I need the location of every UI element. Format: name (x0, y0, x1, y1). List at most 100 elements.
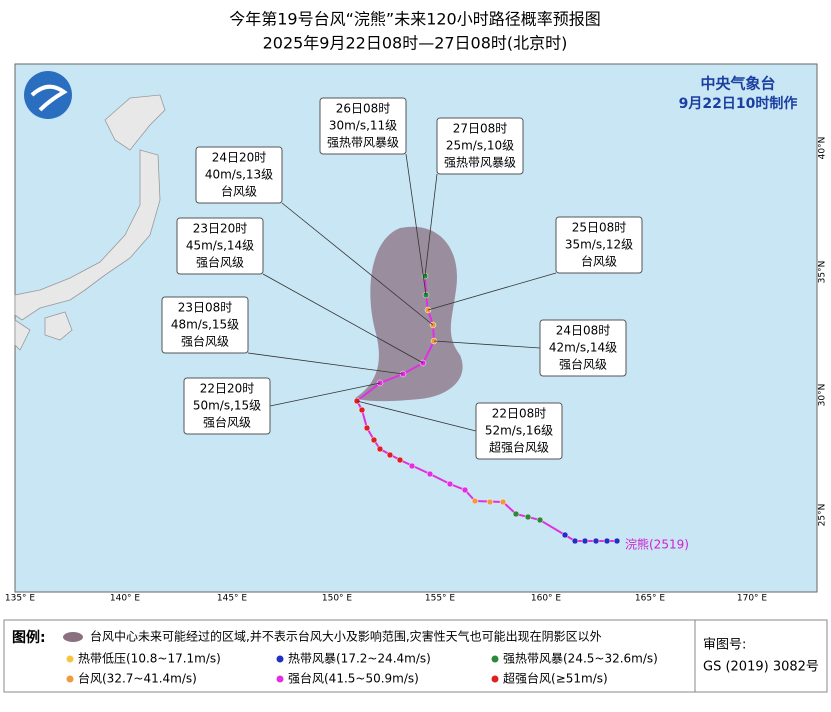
track-point (363, 424, 371, 432)
logo-mark (30, 84, 68, 112)
lat-label: 40°N (818, 137, 828, 160)
callout-wind: 40m/s,13级 (205, 168, 273, 182)
track-point (358, 406, 366, 414)
lon-label: 165° E (635, 594, 666, 604)
legend-item: 台风(32.7~41.4m/s) (78, 671, 197, 686)
land (14, 94, 166, 351)
legend-dot (491, 655, 499, 663)
track-point (408, 462, 416, 470)
callout-time: 23日20时 (193, 222, 248, 236)
callout-wind: 25m/s,10级 (446, 139, 514, 153)
track-point (376, 445, 384, 453)
legend-item: 热带风暴(17.2~24.4m/s) (288, 652, 431, 666)
callout-grade: 强热带风暴级 (444, 156, 516, 170)
legend-cone-text: 台风中心未来可能经过的区域,并不表示台风大小及影响范围,灾害性天气也可能出现在阴… (90, 629, 602, 644)
track-point (536, 516, 544, 524)
legend-title: 图例: (12, 629, 46, 646)
legend-dot (491, 675, 499, 683)
track-point (461, 486, 469, 494)
track-point (592, 537, 600, 545)
leader-line (281, 202, 434, 326)
track-point (471, 497, 479, 505)
callout-wind: 50m/s,15级 (193, 399, 261, 413)
legend-items: 热带低压(10.8~17.1m/s) 热带风暴(17.2~24.4m/s) 强热带风… (66, 652, 658, 686)
lat-label: 25°N (818, 504, 828, 527)
callouts: 26日08时30m/s,11级强热带风暴级27日08时25m/s,10级强热带风… (161, 97, 643, 460)
callout-grade: 台风级 (581, 254, 617, 269)
track-point (603, 537, 611, 545)
callout-grade: 超强台风级 (489, 440, 549, 455)
lon-label: 160° E (531, 594, 562, 604)
callout-wind: 42m/s,14级 (549, 341, 617, 355)
legend-dot (66, 655, 74, 663)
callout-box (183, 377, 271, 435)
legend-item: 强热带风暴(24.5~32.6m/s) (503, 652, 658, 666)
review-label: 审图号: (703, 638, 746, 653)
lon-label: 155° E (425, 594, 456, 604)
track-point (524, 513, 532, 521)
callout-time: 23日08时 (178, 301, 233, 315)
callout-wind: 48m/s,15级 (171, 318, 239, 332)
track-point (396, 456, 404, 464)
callout-grade: 强台风级 (203, 415, 251, 430)
lat-label: 35°N (818, 261, 828, 284)
callout-wind: 52m/s,16级 (485, 424, 553, 438)
lat-label: 30°N (818, 384, 828, 407)
callout-box (539, 319, 627, 377)
callout-time: 24日08时 (556, 324, 611, 338)
callout-time: 25日08时 (572, 221, 627, 235)
probability-cone (355, 226, 463, 402)
made-time: 9月22日10时制作 (679, 95, 798, 112)
legend-dot (276, 675, 284, 683)
logo (24, 71, 72, 119)
callout-time: 22日08时 (492, 407, 547, 421)
track-point (446, 480, 454, 488)
lon-label: 145° E (217, 594, 248, 604)
track-point (512, 510, 520, 518)
leader-line (356, 400, 477, 432)
storm-label: 浣熊(2519) (625, 537, 689, 552)
leader-line (433, 340, 541, 349)
callout-grade: 强台风级 (559, 357, 607, 372)
callout-wind: 30m/s,11级 (329, 119, 397, 133)
leader-line (247, 352, 404, 375)
callout-grade: 强台风级 (196, 255, 244, 270)
track-point (370, 436, 378, 444)
legend-item: 强台风(41.5~50.9m/s) (288, 671, 419, 686)
lon-label: 150° E (322, 594, 353, 604)
callout-time: 26日08时 (336, 102, 391, 116)
legend-box (3, 619, 828, 693)
callout-box (436, 117, 524, 175)
agency-name: 中央气象台 (700, 75, 775, 93)
callout-box (161, 296, 249, 354)
callout-wind: 35m/s,12级 (565, 238, 633, 252)
past-track (356, 400, 617, 542)
callout-box (319, 97, 407, 155)
track-point (561, 531, 569, 539)
legend-cone-swatch (63, 632, 83, 642)
title: 今年第19号台风“浣熊”未来120小时路径概率预报图 (229, 10, 600, 29)
subtitle: 2025年9月22日08时—27日08时(北京时) (263, 34, 568, 53)
lon-label: 135° E (5, 594, 36, 604)
lon-label: 170° E (737, 594, 768, 604)
callout-grade: 强台风级 (181, 334, 229, 349)
track-point (581, 537, 589, 545)
lon-label: 140° E (110, 594, 141, 604)
track-point (613, 537, 621, 545)
callout-box (555, 216, 643, 274)
leader-line (427, 272, 557, 311)
track-point (386, 451, 394, 459)
legend-dot (276, 655, 284, 663)
leader-line (424, 173, 438, 277)
axis-labels: 135° E 140° E 145° E 150° E 155° E 160° E 165°… (5, 137, 828, 604)
track-point (426, 470, 434, 478)
callout-grade: 强热带风暴级 (327, 136, 399, 150)
legend-item: 超强台风(≥51m/s) (503, 671, 608, 686)
leader-line (405, 153, 427, 296)
leader-line (262, 273, 424, 364)
callout-time: 27日08时 (453, 122, 508, 136)
track-point (499, 498, 507, 506)
track-point (486, 498, 494, 506)
legend-dot (66, 675, 74, 683)
